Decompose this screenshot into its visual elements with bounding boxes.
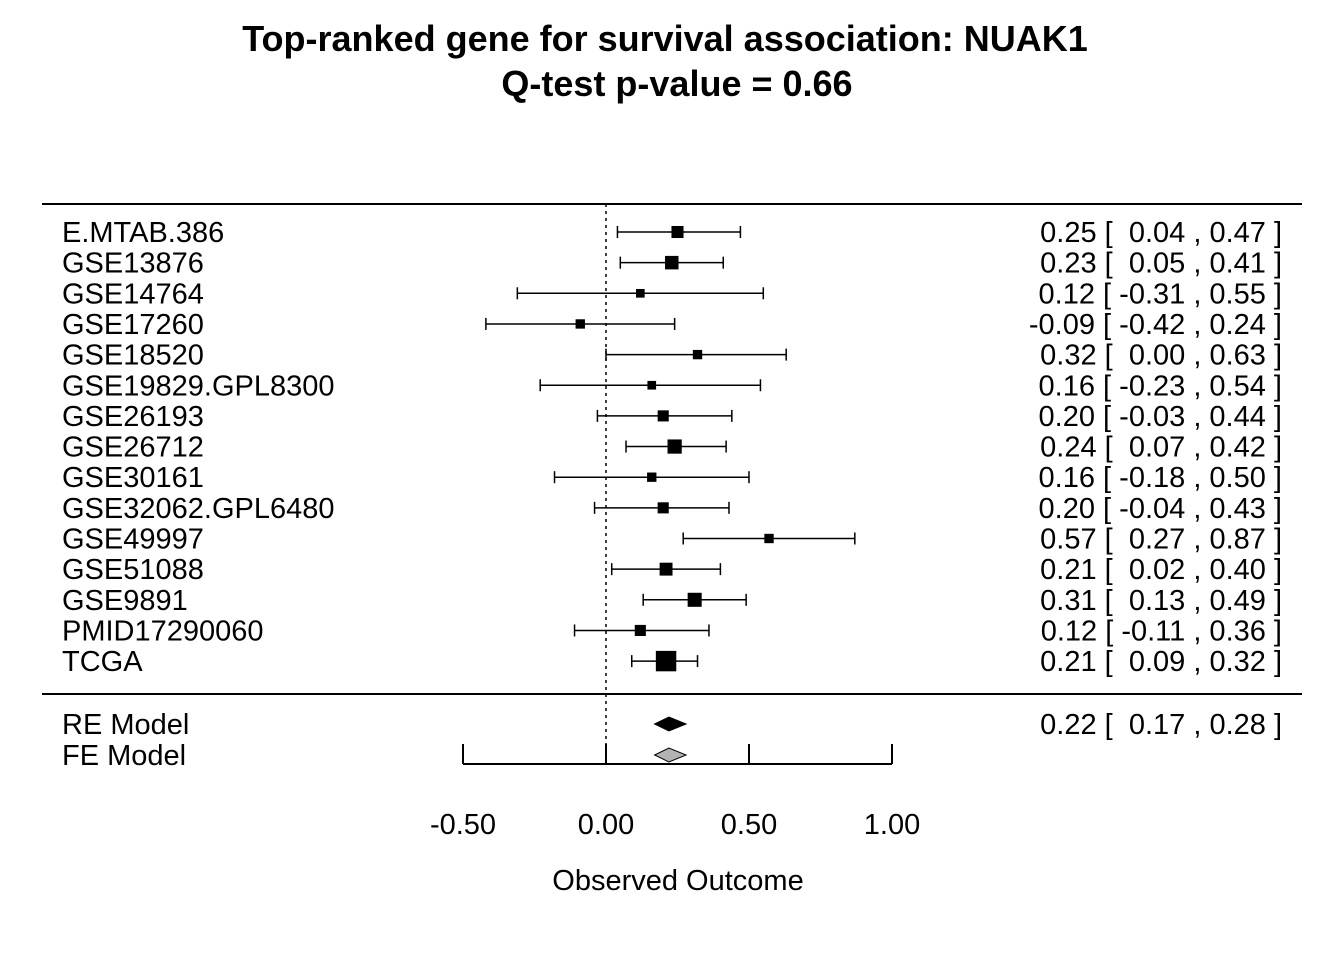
study-row: PMID17290060 0.12 [ -0.11 , 0.36 ]	[62, 615, 1282, 647]
x-tick-label: 0.50	[721, 809, 777, 841]
study-row: GSE13876 0.23 [ 0.05 , 0.41 ]	[62, 248, 1282, 280]
study-label: GSE19829.GPL8300	[62, 370, 334, 402]
study-point	[655, 650, 677, 672]
study-label: GSE30161	[62, 462, 204, 494]
study-label: PMID17290060	[62, 615, 264, 647]
study-row: GSE14764 0.12 [ -0.31 , 0.55 ]	[62, 278, 1282, 310]
study-ci-text: 0.23 [ 0.05 , 0.41 ]	[1040, 248, 1282, 280]
study-label: E.MTAB.386	[62, 217, 224, 249]
study-ci-text: 0.16 [ -0.23 , 0.54 ]	[1039, 370, 1282, 402]
study-row: GSE51088 0.21 [ 0.02 , 0.40 ]	[62, 554, 1282, 586]
study-row: GSE26193 0.20 [ -0.03 , 0.44 ]	[62, 401, 1282, 433]
study-ci-text: 0.24 [ 0.07 , 0.42 ]	[1040, 432, 1282, 464]
study-label: GSE9891	[62, 585, 188, 617]
study-ci-text: 0.20 [ -0.03 , 0.44 ]	[1039, 401, 1282, 433]
study-row: GSE30161 0.16 [ -0.18 , 0.50 ]	[62, 462, 1282, 494]
study-point	[575, 319, 585, 329]
study-point	[647, 380, 657, 390]
study-label: GSE26712	[62, 432, 204, 464]
study-row: GSE9891 0.31 [ 0.13 , 0.49 ]	[62, 585, 1282, 617]
study-point	[692, 349, 703, 360]
study-label: GSE49997	[62, 524, 204, 556]
study-ci-text: 0.16 [ -0.18 , 0.50 ]	[1039, 462, 1282, 494]
study-point	[665, 255, 679, 270]
x-tick-label: -0.50	[430, 809, 496, 841]
study-row: GSE32062.GPL6480 0.20 [ -0.04 , 0.43 ]	[62, 493, 1282, 525]
study-point	[634, 624, 646, 636]
model-ci-text: 0.22 [ 0.17 , 0.28 ]	[1040, 709, 1282, 741]
study-row: GSE17260 -0.09 [ -0.42 , 0.24 ]	[62, 309, 1282, 341]
study-label: TCGA	[62, 646, 143, 678]
chart-subtitle: Q-test p-value = 0.66	[501, 63, 852, 104]
study-label: GSE17260	[62, 309, 204, 341]
study-label: GSE26193	[62, 401, 204, 433]
model-row: FE Model	[62, 740, 688, 772]
study-row: TCGA 0.21 [ 0.09 , 0.32 ]	[62, 646, 1282, 678]
study-point	[687, 592, 702, 607]
study-ci-text: 0.31 [ 0.13 , 0.49 ]	[1040, 585, 1282, 617]
model-row: RE Model 0.22 [ 0.17 , 0.28 ]	[62, 709, 1282, 741]
study-ci-text: -0.09 [ -0.42 , 0.24 ]	[1029, 309, 1282, 341]
model-label: RE Model	[62, 709, 189, 741]
study-label: GSE14764	[62, 278, 204, 310]
study-ci-text: 0.21 [ 0.09 , 0.32 ]	[1040, 646, 1282, 678]
study-row: GSE49997 0.57 [ 0.27 , 0.87 ]	[62, 524, 1282, 556]
study-point	[671, 225, 684, 239]
study-rows: E.MTAB.386 0.25 [ 0.04 , 0.47 ] GSE13876 0.…	[62, 217, 1282, 678]
study-ci-text: 0.20 [ -0.04 , 0.43 ]	[1039, 493, 1282, 525]
study-point	[647, 472, 657, 482]
study-ci-text: 0.57 [ 0.27 , 0.87 ]	[1040, 524, 1282, 556]
model-label: FE Model	[62, 740, 186, 772]
model-diamond	[653, 747, 688, 763]
study-row: GSE19829.GPL8300 0.16 [ -0.23 , 0.54 ]	[62, 370, 1282, 402]
study-label: GSE51088	[62, 554, 204, 586]
study-label: GSE32062.GPL6480	[62, 493, 334, 525]
model-diamond	[653, 716, 688, 732]
chart-title: Top-ranked gene for survival association…	[242, 18, 1088, 59]
study-point	[764, 533, 774, 544]
study-row: GSE18520 0.32 [ 0.00 , 0.63 ]	[62, 340, 1282, 372]
study-label: GSE18520	[62, 340, 204, 372]
study-point	[635, 288, 645, 298]
study-point	[657, 502, 669, 514]
study-ci-text: 0.12 [ -0.31 , 0.55 ]	[1039, 278, 1282, 310]
study-point	[657, 410, 669, 422]
study-ci-text: 0.32 [ 0.00 , 0.63 ]	[1040, 340, 1282, 372]
x-axis-label: Observed Outcome	[552, 865, 803, 897]
study-point	[667, 439, 682, 454]
study-ci-text: 0.12 [ -0.11 , 0.36 ]	[1041, 615, 1282, 647]
x-tick-label: 1.00	[864, 809, 920, 841]
study-row: GSE26712 0.24 [ 0.07 , 0.42 ]	[62, 432, 1282, 464]
study-ci-text: 0.25 [ 0.04 , 0.47 ]	[1040, 217, 1282, 249]
study-label: GSE13876	[62, 248, 204, 280]
study-row: E.MTAB.386 0.25 [ 0.04 , 0.47 ]	[62, 217, 1282, 249]
study-ci-text: 0.21 [ 0.02 , 0.40 ]	[1040, 554, 1282, 586]
x-tick-label: 0.00	[578, 809, 634, 841]
model-rows: RE Model 0.22 [ 0.17 , 0.28 ] FE Model	[62, 709, 1282, 772]
x-axis: -0.50 0.00 0.50 1.00	[430, 744, 920, 841]
study-point	[659, 562, 673, 576]
